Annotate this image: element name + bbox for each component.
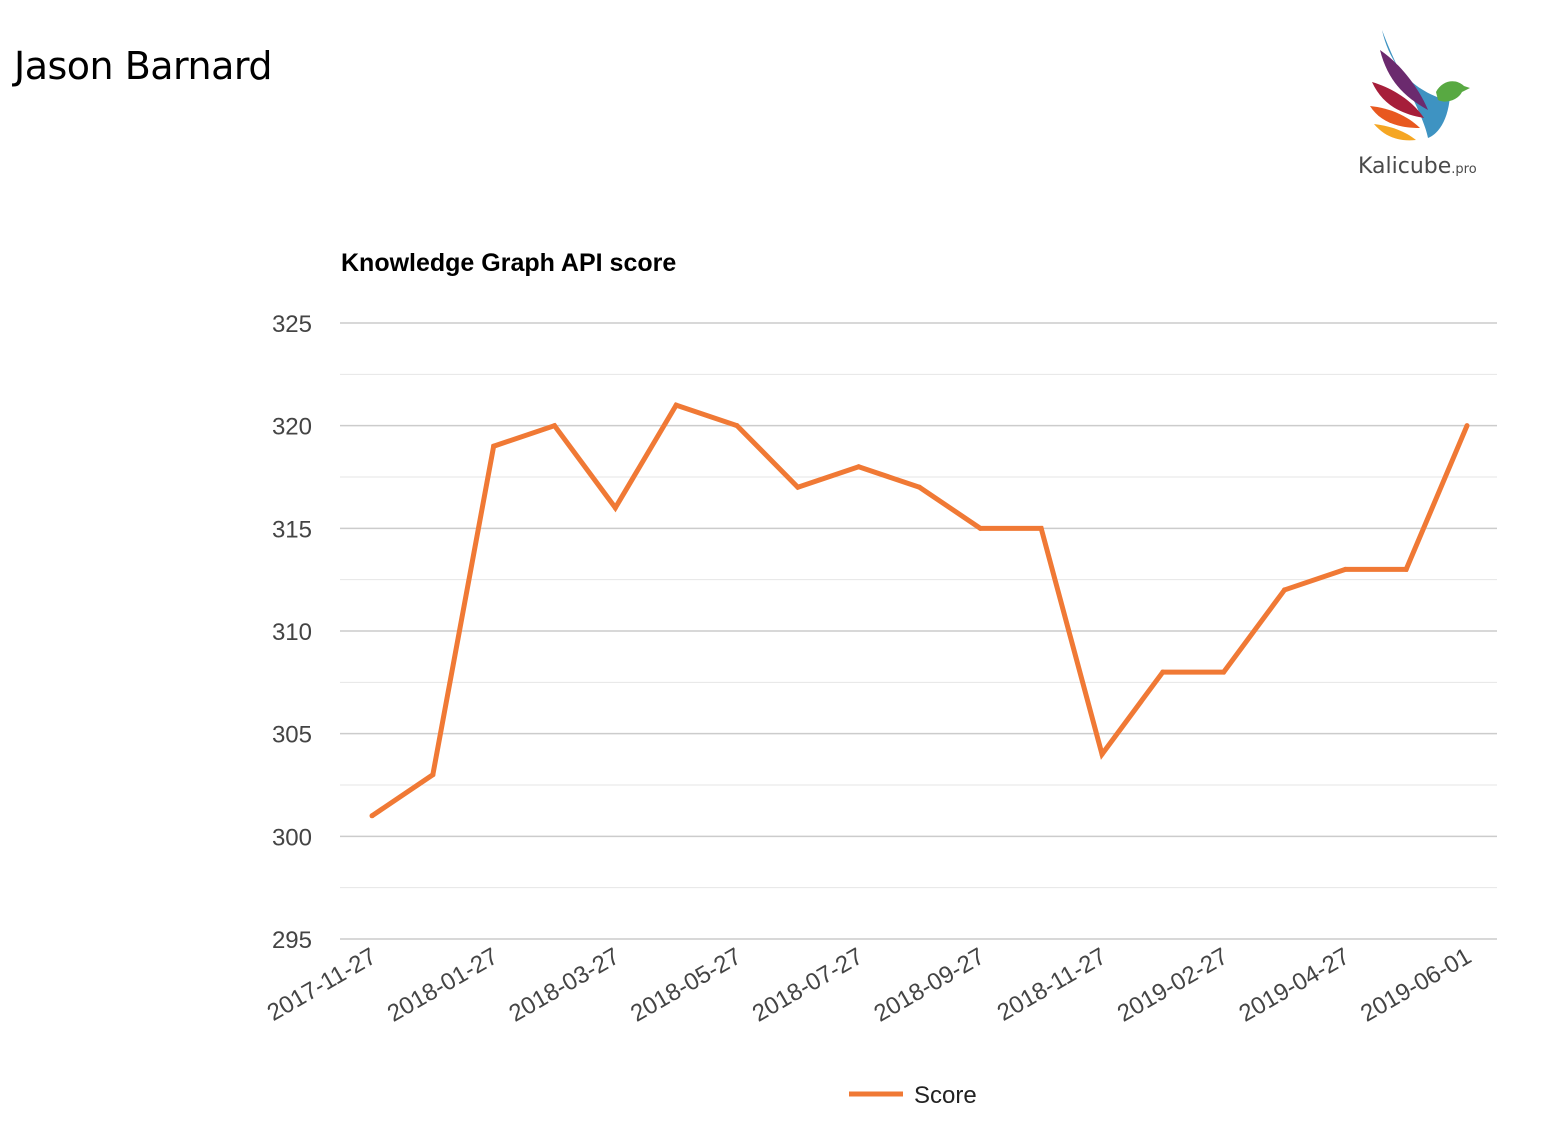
data-point: [795, 484, 801, 490]
x-tick-label: 2019-06-01: [1356, 943, 1476, 1028]
x-axis-ticks: 2017-11-27 2018-01-27 2018-03-27 2018-05-27…: [263, 943, 1476, 1028]
x-tick-label: 2019-02-27: [1113, 943, 1233, 1028]
y-tick-label: 305: [272, 722, 312, 749]
y-tick-label: 300: [272, 824, 312, 851]
data-point: [734, 423, 740, 429]
gridlines: [340, 322, 1497, 940]
kalicube-logo: Kalicube.pro: [1352, 26, 1487, 191]
x-tick-label: 2018-07-27: [748, 943, 868, 1028]
data-point: [977, 525, 983, 531]
data-point: [1221, 669, 1227, 675]
data-point: [430, 772, 436, 778]
data-point: [552, 423, 557, 429]
data-point: [1464, 423, 1470, 429]
person-name: Jason Barnard: [14, 44, 272, 88]
data-point: [491, 443, 497, 449]
x-tick-label: 2019-04-27: [1235, 943, 1355, 1028]
x-tick-label: 2018-11-27: [993, 943, 1111, 1027]
data-point: [1038, 525, 1044, 531]
data-point: [1160, 669, 1166, 675]
y-axis-ticks: 295 300 305 310 315 320 325: [272, 311, 312, 954]
data-point: [856, 464, 862, 470]
y-tick-label: 310: [272, 619, 312, 646]
data-point: [1099, 751, 1105, 757]
data-point: [369, 813, 375, 819]
chart-title: Knowledge Graph API score: [341, 249, 676, 277]
x-tick-label: 2018-05-27: [626, 943, 746, 1028]
y-tick-label: 325: [272, 311, 312, 338]
data-point: [673, 402, 679, 408]
legend: Score: [849, 1082, 977, 1109]
logo-text: Kalicube.pro: [1358, 154, 1477, 179]
x-tick-label: 2018-09-27: [870, 943, 990, 1028]
x-tick-label: 2017-11-27: [263, 943, 381, 1027]
data-point: [612, 505, 618, 511]
y-tick-label: 295: [272, 927, 312, 954]
x-tick-label: 2018-03-27: [505, 943, 625, 1028]
y-tick-label: 320: [272, 414, 312, 441]
data-point: [1403, 566, 1409, 572]
data-point: [917, 484, 922, 490]
bird-icon: [1370, 30, 1470, 141]
series-layer: [369, 402, 1470, 819]
data-point: [1342, 566, 1348, 572]
data-point: [1282, 587, 1287, 593]
y-tick-label: 315: [272, 516, 312, 543]
series-line-score: [370, 402, 1470, 818]
x-tick-label: 2018-01-27: [383, 943, 503, 1028]
legend-label: Score: [914, 1082, 977, 1109]
